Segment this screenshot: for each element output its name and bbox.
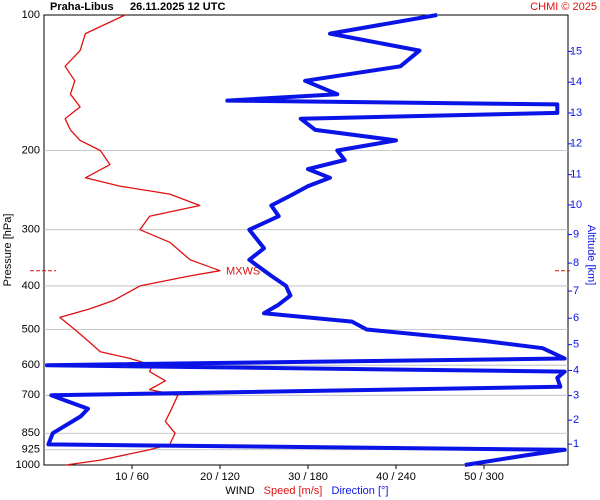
y2-tick-label: 2 [573,414,579,426]
y-tick-label: 100 [22,9,40,21]
y2-tick-label: 1 [573,438,579,450]
speed-label: Speed [m/s] [264,485,323,497]
y2-axis-label: Altitude [km] [585,225,597,286]
y-tick-label: 600 [22,359,40,371]
direction-label: Direction [°] [332,485,389,497]
y2-tick-label: 7 [573,285,579,297]
y2-tick-label: 5 [573,339,579,351]
x-tick-label: 30 / 180 [288,471,328,483]
x-tick-label: 40 / 240 [376,471,416,483]
chart-subtitle: 26.11.2025 12 UTC [130,1,225,13]
y2-tick-label: 10 [570,199,582,211]
y-axis-label: Pressure [hPa] [2,214,14,287]
y-tick-label: 400 [22,280,40,292]
y2-tick-label: 4 [573,364,579,376]
x-axis-label: WIND [225,485,254,497]
y-tick-label: 1000 [16,459,40,471]
y-tick-label: 500 [22,323,40,335]
y2-tick-label: 13 [570,107,582,119]
direction-line [44,13,567,467]
y2-tick-label: 11 [570,169,581,181]
y2-tick-label: 3 [573,390,579,402]
y2-tick-label: 15 [570,45,582,57]
x-tick-label: 50 / 300 [464,471,504,483]
y2-tick-label: 9 [573,228,579,240]
y-tick-label: 200 [22,144,40,156]
plot-frame [43,14,569,466]
mxws-label: MXWS [226,266,260,278]
speed-line [59,14,221,466]
x-tick-label: 20 / 120 [200,471,240,483]
y2-tick-label: 6 [573,312,579,324]
y-tick-label: 925 [22,444,40,456]
y2-tick-label: 14 [570,76,582,88]
y-tick-label: 850 [22,427,40,439]
y2-tick-label: 12 [570,138,582,150]
credit: CHMI © 2025 [530,1,597,13]
y2-tick-label: 8 [573,257,579,269]
y-tick-label: 300 [22,224,40,236]
x-tick-label: 10 / 60 [115,471,149,483]
chart-title: Praha-Libus [50,1,114,13]
y-tick-label: 700 [22,389,40,401]
